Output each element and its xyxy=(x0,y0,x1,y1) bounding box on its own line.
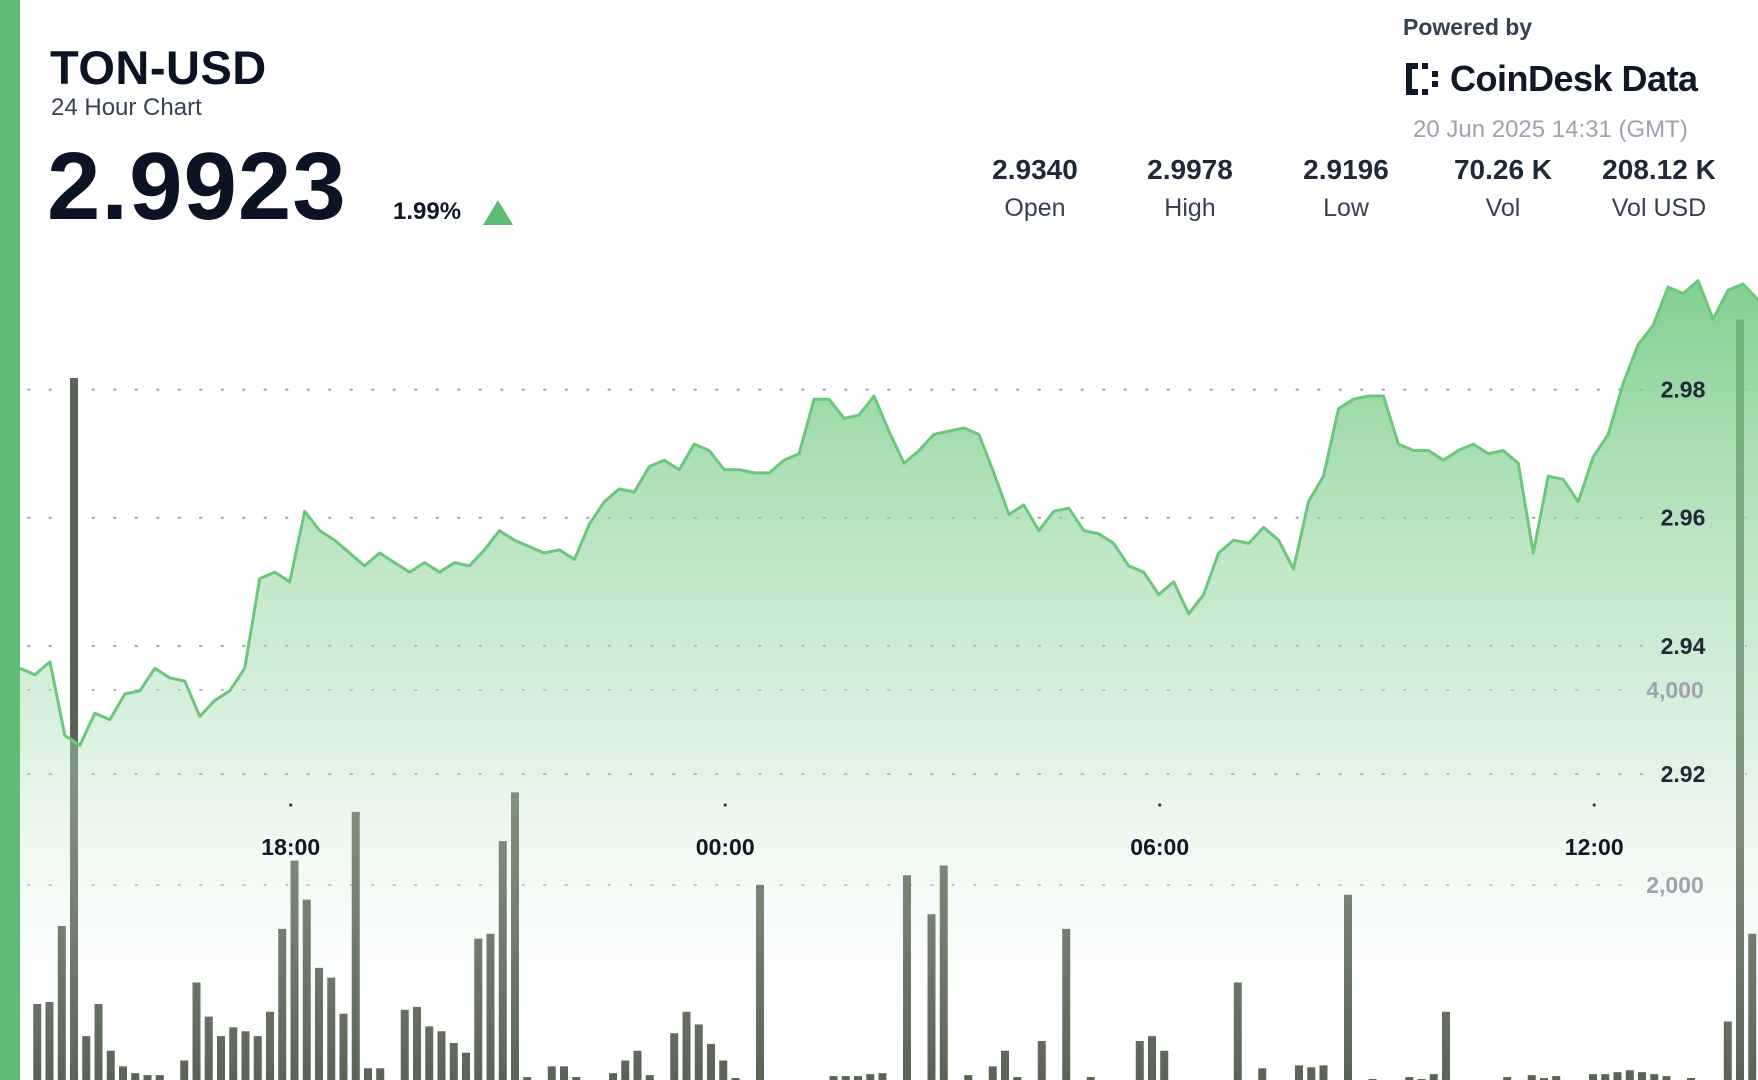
current-price: 2.9923 xyxy=(47,133,347,240)
stat-label: Vol xyxy=(1485,194,1521,222)
time-tick-label: 06:00 xyxy=(1130,834,1189,860)
stat-label: High xyxy=(1164,194,1216,222)
stat-value: 70.26 K xyxy=(1453,154,1553,185)
price-area xyxy=(20,280,1758,1080)
stat-label: Low xyxy=(1323,194,1369,222)
price-change-percent: 1.99% xyxy=(393,198,462,225)
time-tick-mark xyxy=(1158,803,1162,807)
time-tick-label: 18:00 xyxy=(261,834,320,860)
coindesk-logo[interactable]: CoinDesk Data xyxy=(1402,54,1698,104)
volume-tick-label: 2,000 xyxy=(1646,872,1704,898)
stat-vol-usd: 208.12 K Vol USD xyxy=(1584,154,1734,223)
stat-value: 2.9978 xyxy=(1147,154,1233,185)
price-tick-label: 2.92 xyxy=(1661,761,1706,787)
stat-value: 208.12 K xyxy=(1602,154,1716,185)
price-tick-label: 2.96 xyxy=(1661,505,1706,531)
stat-low: 2.9196 Low xyxy=(1271,154,1421,223)
coindesk-mark-icon xyxy=(1406,63,1438,95)
stat-high: 2.9978 High xyxy=(1115,154,1265,223)
time-tick-label: 12:00 xyxy=(1565,834,1624,860)
price-tick-label: 2.94 xyxy=(1661,633,1706,659)
brand-name: CoinDesk Data xyxy=(1450,58,1698,99)
powered-by-label: Powered by xyxy=(1403,14,1533,40)
timestamp: 20 Jun 2025 14:31 (GMT) xyxy=(1413,116,1688,143)
chart-subtitle: 24 Hour Chart xyxy=(51,94,202,121)
accent-bar xyxy=(0,0,20,1080)
stat-value: 2.9340 xyxy=(992,154,1078,185)
volume-bar xyxy=(70,378,78,1080)
price-line xyxy=(19,279,1758,747)
price-tick-label: 2.98 xyxy=(1661,377,1706,403)
stat-label: Open xyxy=(1004,194,1066,222)
up-arrow-icon xyxy=(483,200,513,225)
volume-tick-label: 4,000 xyxy=(1646,677,1704,703)
symbol-title: TON-USD xyxy=(50,41,267,94)
stat-open: 2.9340 Open xyxy=(960,154,1110,223)
stat-vol: 70.26 K Vol xyxy=(1428,154,1578,223)
stat-value: 2.9196 xyxy=(1303,154,1389,185)
time-tick-mark xyxy=(1592,803,1596,807)
stat-label: Vol USD xyxy=(1611,194,1707,222)
time-tick-mark xyxy=(723,803,727,807)
time-tick-label: 00:00 xyxy=(696,834,755,860)
time-tick-mark xyxy=(289,803,293,807)
